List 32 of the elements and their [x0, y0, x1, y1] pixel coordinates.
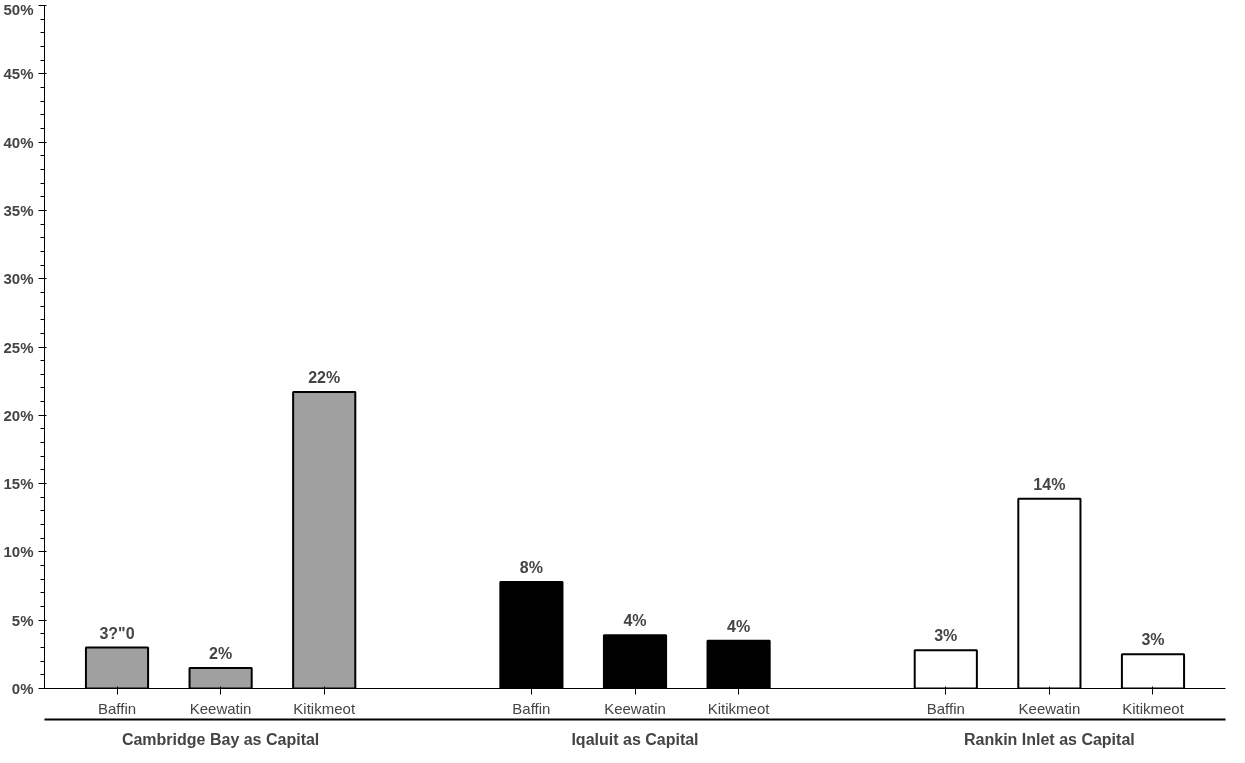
x-tick-label: Kitikmeot — [293, 699, 356, 717]
data-label: 4% — [727, 617, 751, 635]
data-label: 2% — [209, 645, 233, 663]
data-label: 14% — [1033, 475, 1066, 493]
y-tick-label: 35% — [3, 201, 34, 219]
y-tick-label: 0% — [11, 680, 34, 697]
x-tick-label: Baffin — [97, 699, 137, 717]
y-tick-label: 40% — [3, 133, 34, 151]
data-label: 4% — [623, 612, 647, 630]
text: Rankin Inlet as Capital — [964, 730, 1135, 748]
data-label: 8% — [519, 558, 543, 576]
x-tick-label: Keewatin — [189, 699, 252, 717]
x-tick-label: Kitikmeot — [707, 699, 771, 717]
x-tick-label: Baffin — [926, 699, 965, 717]
x-tick-label: Keewatin — [1018, 699, 1081, 717]
data-label: 3% — [934, 627, 958, 645]
y-tick-label: 30% — [3, 270, 34, 288]
y-tick-label: 20% — [3, 406, 34, 424]
text: Iqaluit as Capital — [571, 730, 699, 748]
y-tick-label: 5% — [11, 611, 34, 629]
x-tick-label: Kitikmeot — [1122, 699, 1185, 717]
y-tick-label: 15% — [3, 475, 34, 493]
x-tick-label: Keewatin — [604, 699, 666, 717]
data-label: 3% — [1141, 631, 1165, 649]
data-label: 22% — [308, 369, 341, 387]
x-tick-label: Baffin — [512, 699, 551, 717]
y-tick-label: 50% — [3, 0, 34, 18]
y-tick-label: 10% — [3, 543, 34, 561]
y-tick-label: 45% — [3, 65, 34, 83]
data-label: 3?"0 — [99, 624, 135, 642]
text: Cambridge Bay as Capital — [121, 730, 320, 748]
y-tick-label: 25% — [3, 338, 34, 356]
